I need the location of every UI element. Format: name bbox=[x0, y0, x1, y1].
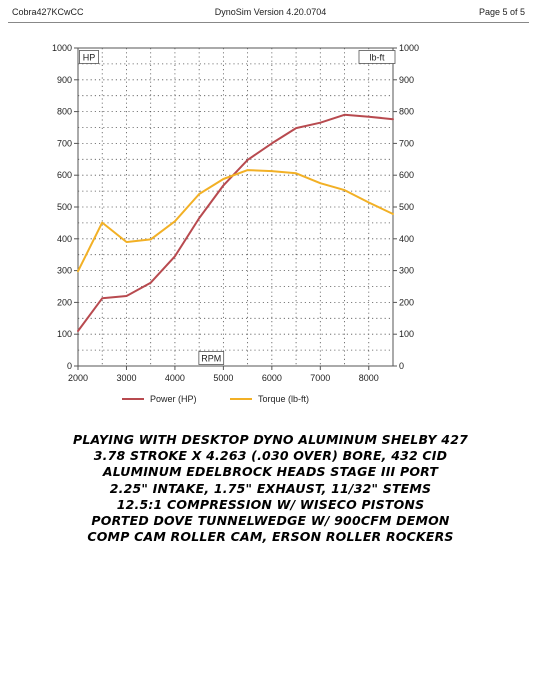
x-tick-label: 6000 bbox=[262, 373, 282, 383]
y-tick-label-right: 100 bbox=[399, 329, 414, 339]
y-tick-label-left: 900 bbox=[57, 75, 72, 85]
x-tick-label: 2000 bbox=[68, 373, 88, 383]
y-tick-label-right: 700 bbox=[399, 138, 414, 148]
y-tick-label-right: 300 bbox=[399, 266, 414, 276]
y-tick-label-left: 300 bbox=[57, 266, 72, 276]
left-axis-label-box bbox=[79, 50, 100, 64]
x-tick-label: 3000 bbox=[116, 373, 136, 383]
right-axis-label: lb-ft bbox=[369, 52, 385, 62]
y-tick-label-left: 600 bbox=[57, 170, 72, 180]
x-tick-label: 8000 bbox=[359, 373, 379, 383]
y-tick-label-right: 0 bbox=[399, 361, 404, 371]
file-name: Cobra427KCwCC bbox=[12, 7, 84, 17]
series-line-power bbox=[77, 113, 394, 332]
y-tick-label-right: 800 bbox=[399, 107, 414, 117]
y-tick-label-left: 200 bbox=[57, 297, 72, 307]
app-version: DynoSim Version 4.20.0704 bbox=[214, 7, 327, 17]
caption-line: 2.25" INTAKE, 1.75" EXHAUST, 11/32" STEM… bbox=[109, 480, 432, 496]
caption-line: COMP CAM ROLLER CAM, ERSON ROLLER ROCKER… bbox=[87, 529, 454, 545]
y-tick-label-left: 100 bbox=[57, 329, 72, 339]
dyno-chart: 0 0 100 100 200 200 300 300 400 400 500 500 600 600 70… bbox=[52, 43, 419, 404]
y-tick-label-right: 600 bbox=[399, 170, 414, 180]
caption-line: PORTED DOVE TUNNELWEDGE W/ 900CFM DEMON bbox=[91, 513, 450, 529]
y-tick-label-right: 500 bbox=[399, 202, 414, 212]
x-axis-label: RPM bbox=[201, 353, 221, 363]
x-tick-label: 7000 bbox=[310, 373, 330, 383]
legend-label: Power (HP) bbox=[150, 394, 197, 404]
legend-label: Torque (lb-ft) bbox=[258, 394, 309, 404]
header-divider bbox=[8, 22, 529, 23]
right-axis-label-box bbox=[358, 50, 396, 64]
y-tick-label-right: 200 bbox=[399, 297, 414, 307]
y-tick-label-right: 400 bbox=[399, 234, 414, 244]
y-tick-label-right: 1000 bbox=[399, 43, 419, 53]
left-axis-label: HP bbox=[83, 52, 96, 62]
y-tick-label-left: 700 bbox=[57, 138, 72, 148]
build-description: PLAYING WITH DESKTOP DYNO ALUMINUM SHELB… bbox=[0, 432, 541, 545]
caption-line: 12.5:1 COMPRESSION W/ WISECO PISTONS bbox=[116, 496, 425, 512]
series-line-torque bbox=[77, 169, 394, 273]
y-tick-label-left: 1000 bbox=[52, 43, 72, 53]
page-header: Cobra427KCwCC DynoSim Version 4.20.0704 … bbox=[0, 0, 541, 24]
y-tick-label-left: 400 bbox=[57, 234, 72, 244]
page-number: Page 5 of 5 bbox=[478, 7, 525, 17]
caption-line: ALUMINUM EDELBROCK HEADS STAGE III PORT bbox=[102, 464, 439, 480]
y-tick-label-left: 0 bbox=[67, 361, 72, 371]
caption-line: PLAYING WITH DESKTOP DYNO ALUMINUM SHELB… bbox=[73, 432, 468, 447]
x-tick-label: 5000 bbox=[213, 373, 233, 383]
y-tick-label-left: 800 bbox=[57, 107, 72, 117]
y-tick-label-left: 500 bbox=[57, 202, 72, 212]
x-tick-label: 4000 bbox=[165, 373, 185, 383]
caption-line: 3.78 STROKE X 4.263 (.030 OVER) BORE, 43… bbox=[93, 448, 448, 464]
x-axis-label-box bbox=[198, 351, 225, 365]
y-tick-label-right: 900 bbox=[399, 75, 414, 85]
